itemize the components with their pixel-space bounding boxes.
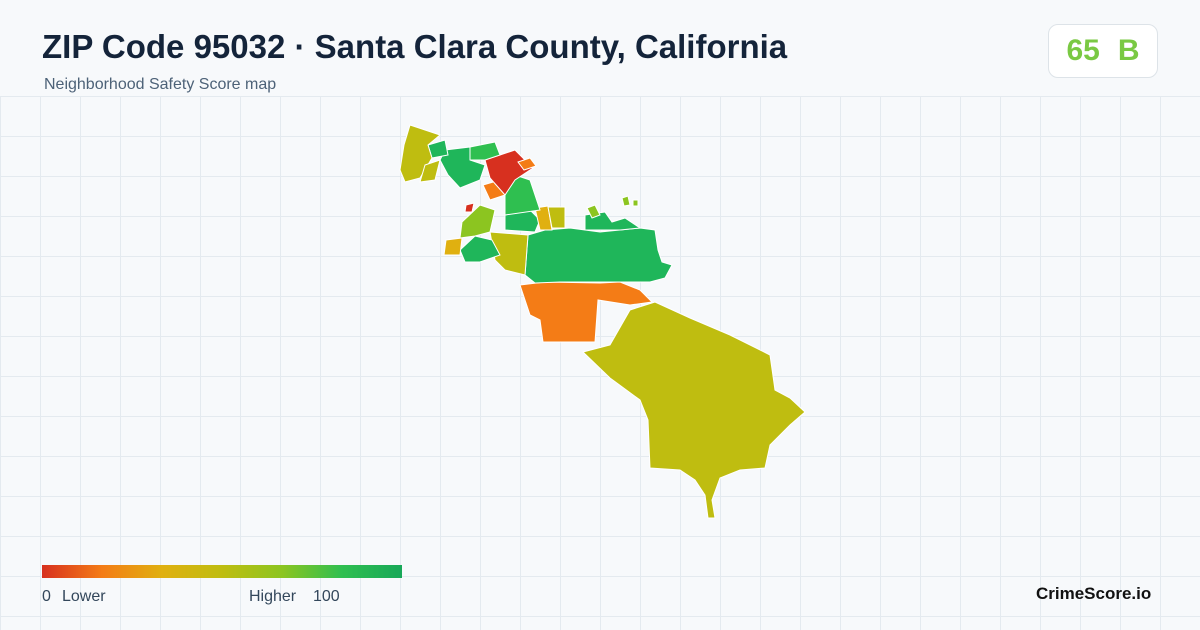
subtitle: Neighborhood Safety Score map xyxy=(44,76,277,93)
region xyxy=(632,199,639,207)
legend-max: 100 xyxy=(313,588,340,605)
brand: CrimeScore.io xyxy=(1036,584,1152,603)
legend-min: 0 xyxy=(42,588,51,605)
score-value: 65 xyxy=(1066,34,1100,67)
region xyxy=(519,281,654,343)
region xyxy=(621,195,631,207)
region xyxy=(464,202,475,213)
region xyxy=(534,205,553,231)
region xyxy=(584,211,642,231)
legend-min-label: Lower xyxy=(62,588,106,605)
header-bg xyxy=(0,0,1200,96)
region xyxy=(419,159,441,183)
region xyxy=(586,204,601,219)
title: ZIP Code 95032 · Santa Clara County, Cal… xyxy=(42,28,788,65)
region xyxy=(459,204,496,239)
region xyxy=(399,124,442,183)
score-box: 65 B xyxy=(1048,24,1158,78)
score-grade: B xyxy=(1117,34,1140,67)
region xyxy=(443,237,463,256)
legend-gradient xyxy=(42,565,402,578)
region xyxy=(517,157,537,171)
region xyxy=(547,206,566,229)
legend-max-label: Higher xyxy=(249,588,297,605)
region xyxy=(582,301,806,519)
region xyxy=(524,227,673,284)
region xyxy=(439,146,486,189)
